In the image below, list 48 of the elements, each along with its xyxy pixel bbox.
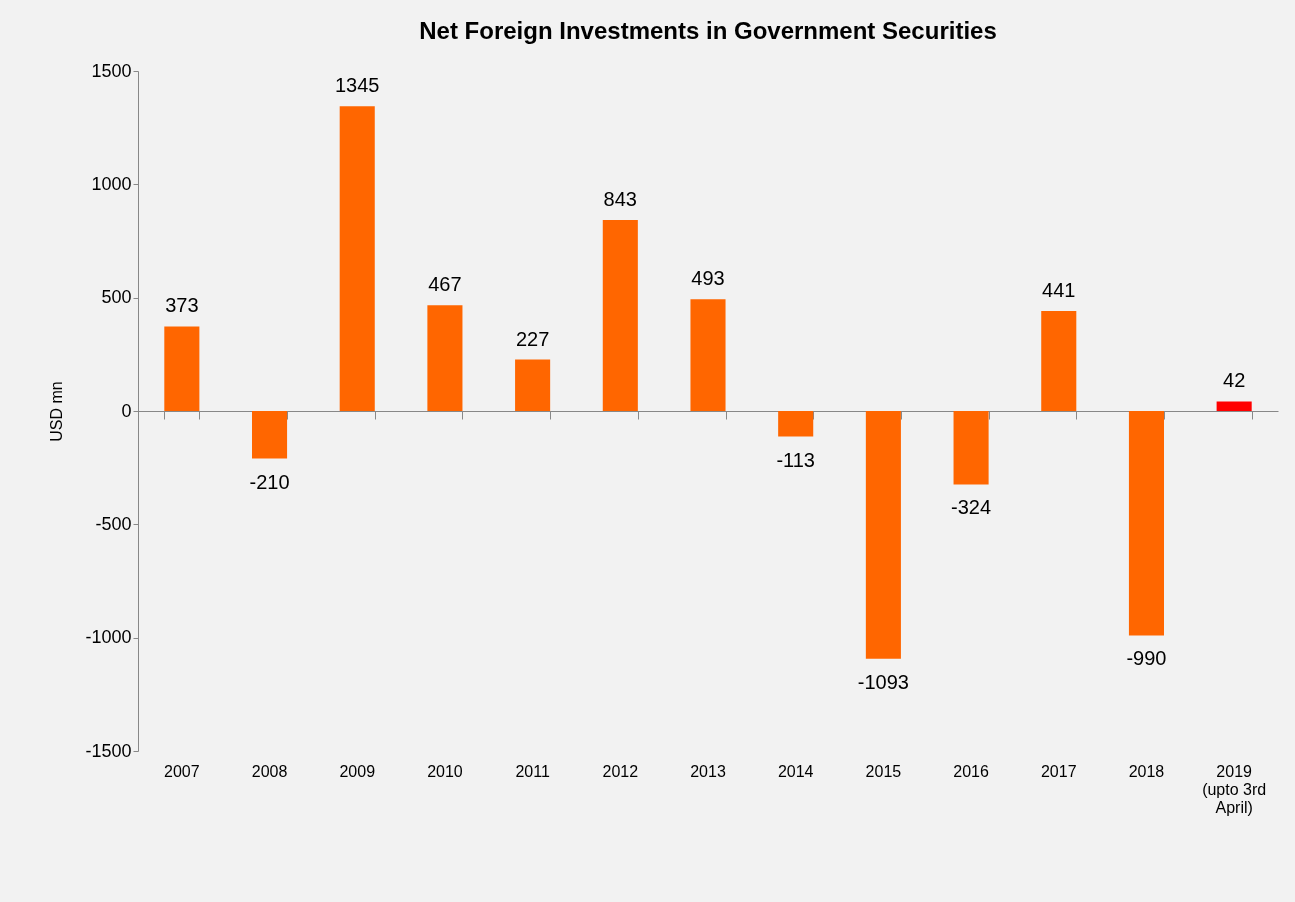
data-label: 42 [1223, 369, 1246, 392]
y-tick-label: 1500 [91, 60, 132, 81]
bar [427, 305, 463, 411]
y-tick-label: -1000 [85, 627, 132, 648]
bar [252, 411, 288, 459]
data-label: 493 [691, 267, 725, 290]
x-tick-label: 2007 [164, 762, 200, 780]
x-tick-label: 2014 [777, 762, 814, 780]
data-label: 441 [1042, 279, 1076, 302]
chart-title: Net Foreign Investments in Government Securities [419, 17, 997, 44]
bar [1128, 411, 1164, 636]
x-tick-label: 2019 (upto 3rd April) [1202, 762, 1267, 816]
bar [1041, 311, 1077, 411]
x-tick-label: 2013 [690, 762, 726, 780]
bar [690, 299, 726, 411]
data-label: -990 [1126, 647, 1167, 670]
data-label: 843 [603, 187, 637, 210]
bar [865, 411, 901, 659]
x-tick-label: 2008 [251, 762, 288, 780]
bar [602, 219, 638, 411]
x-tick-label: 2017 [1040, 762, 1077, 780]
data-label: 467 [428, 273, 462, 296]
y-tick-label: -500 [95, 513, 132, 534]
y-tick-label: -1500 [85, 740, 132, 761]
data-label: -1093 [857, 670, 909, 693]
x-tick-label: 2009 [339, 762, 376, 780]
data-label: 227 [515, 327, 550, 350]
bar [778, 411, 814, 437]
data-label: -210 [249, 470, 290, 493]
x-tick-label: 2010 [427, 762, 463, 780]
data-label: -324 [951, 496, 992, 519]
x-tick-label: 2015 [865, 762, 902, 780]
data-label: 1345 [334, 74, 380, 97]
x-tick-label: 2018 [1128, 762, 1165, 780]
bar [339, 106, 375, 411]
bar [515, 359, 551, 411]
data-label: -113 [776, 448, 815, 471]
y-axis-title: USD mn [48, 381, 66, 442]
bar [953, 411, 989, 485]
bar [164, 326, 200, 411]
y-tick-label: 500 [101, 287, 132, 308]
x-tick-label: 2011 [515, 762, 550, 780]
y-tick-label: 1000 [91, 173, 132, 194]
x-tick-label: 2012 [602, 762, 639, 780]
x-tick-label: 2016 [953, 762, 989, 780]
bar [1216, 401, 1252, 411]
data-label: 373 [165, 294, 199, 317]
y-tick-label: 0 [121, 400, 132, 421]
